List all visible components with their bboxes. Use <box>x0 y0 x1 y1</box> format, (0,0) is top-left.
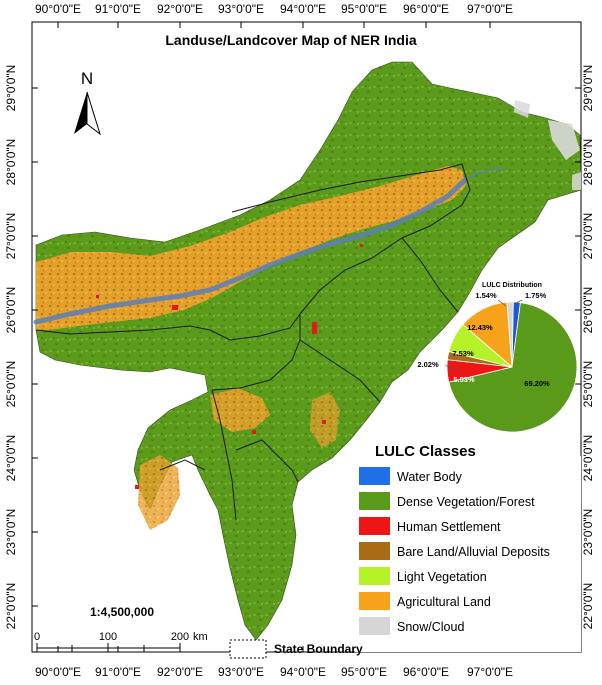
lat-label-right: 29°0'0"N <box>581 65 595 112</box>
lat-label-left: 29°0'0"N <box>4 65 18 112</box>
legend-item-label: Agricultural Land <box>397 595 491 609</box>
lat-label-left: 27°0'0"N <box>4 213 18 260</box>
scale-tick-100: 100 <box>99 631 117 643</box>
latitude-labels-left: 29°0'0"N 28°0'0"N 27°0'0"N 26°0'0"N 25°0'0"N… <box>4 65 38 630</box>
snow-patch <box>572 172 581 190</box>
pie-leader-line <box>497 299 507 307</box>
lon-label-bottom: 95°0'0"E <box>341 665 387 679</box>
lat-label-left: 23°0'0"N <box>4 509 18 556</box>
legend-swatch <box>359 592 390 610</box>
legend-item-label: Snow/Cloud <box>397 620 464 634</box>
lat-label-left: 26°0'0"N <box>4 287 18 334</box>
lat-label-right: 24°0'0"N <box>581 435 595 482</box>
pie-leader-line <box>513 299 523 305</box>
pie-slice <box>448 302 578 433</box>
lat-label-left: 24°0'0"N <box>4 435 18 482</box>
longitude-labels-bottom: 90°0'0"E 91°0'0"E 92°0'0"E 93°0'0"E 94°0'0"E… <box>35 646 513 679</box>
legend-swatch <box>359 617 390 635</box>
lat-label-right: 23°0'0"N <box>581 509 595 556</box>
legend-item-label: Bare Land/Alluvial Deposits <box>397 545 550 559</box>
lon-label-bottom: 93°0'0"E <box>218 665 264 679</box>
state-boundary-label: State Boundary <box>274 642 363 656</box>
legend-item-label: Human Settlement <box>397 520 501 534</box>
snow-patch <box>514 100 530 118</box>
lat-label-left: 28°0'0"N <box>4 139 18 186</box>
scale-ratio: 1:4,500,000 <box>90 605 154 619</box>
snow-patch <box>548 120 580 160</box>
brahmaputra-valley-agri <box>36 166 466 330</box>
legend-item-label: Light Vegetation <box>397 570 487 584</box>
map-title: Landuse/Landcover Map of NER India <box>165 32 416 48</box>
lat-label-left: 22°0'0"N <box>4 583 18 630</box>
lon-label-top: 91°0'0"E <box>95 2 141 16</box>
lon-label-top: 95°0'0"E <box>341 2 387 16</box>
settlement-dots <box>96 244 363 489</box>
lat-label-right: 22°0'0"N <box>581 583 595 630</box>
lon-label-top: 92°0'0"E <box>157 2 203 16</box>
lon-label-top: 94°0'0"E <box>280 2 326 16</box>
brahmaputra-river <box>33 177 468 325</box>
lat-label-left: 25°0'0"N <box>4 361 18 408</box>
north-arrow: N <box>74 69 101 136</box>
legend-swatch <box>359 467 390 485</box>
lon-label-bottom: 94°0'0"E <box>280 665 326 679</box>
pie-leader-line <box>444 364 459 373</box>
tripura-agri <box>138 455 180 530</box>
pie-slice-label: 5.53% <box>453 375 475 384</box>
scale-tick-200: 200 <box>171 631 189 643</box>
legend-swatch <box>359 542 390 560</box>
lat-label-right: 28°0'0"N <box>581 139 595 186</box>
legend-title: LULC Classes <box>375 443 476 460</box>
longitude-labels-top: 90°0'0"E 91°0'0"E 92°0'0"E 93°0'0"E 94°0'0"E… <box>35 2 513 28</box>
river-tributary <box>464 167 506 181</box>
pie-slice-label: 1.54% <box>475 291 497 300</box>
barak-valley-agri <box>210 388 270 432</box>
pie-slice-label: 12.43% <box>467 323 493 332</box>
lon-label-bottom: 91°0'0"E <box>95 665 141 679</box>
lon-label-top: 97°0'0"E <box>467 2 513 16</box>
legend-item-label: Water Body <box>397 470 463 484</box>
legend-box <box>355 456 581 652</box>
legend-swatch <box>359 567 390 585</box>
lon-label-bottom: 92°0'0"E <box>157 665 203 679</box>
pie-slice-label: 7.53% <box>452 349 474 358</box>
legend-items: Water Body Dense Vegetation/Forest Human S… <box>359 467 550 635</box>
lat-label-right: 27°0'0"N <box>581 213 595 260</box>
lulc-pie-chart: 1.75% 69.20% 5.53% 2.02% 7.53% 12.43% 1.54% <box>417 291 578 433</box>
lat-label-right: 25°0'0"N <box>581 361 595 408</box>
lon-label-bottom: 97°0'0"E <box>467 665 513 679</box>
lon-label-top: 90°0'0"E <box>35 2 81 16</box>
pie-slice-label: 69.20% <box>524 379 550 388</box>
legend-item-label: Dense Vegetation/Forest <box>397 495 535 509</box>
legend-swatch <box>359 492 390 510</box>
ner-landmass <box>35 61 581 641</box>
state-boundaries <box>35 163 471 521</box>
lon-label-bottom: 96°0'0"E <box>403 665 449 679</box>
lon-label-bottom: 90°0'0"E <box>35 665 81 679</box>
pie-slice <box>506 301 514 368</box>
lon-label-top: 93°0'0"E <box>218 2 264 16</box>
scale-bar <box>36 643 181 652</box>
lon-label-top: 96°0'0"E <box>403 2 449 16</box>
pie-slice-label: 2.02% <box>417 360 439 369</box>
lat-label-right: 26°0'0"N <box>581 287 595 334</box>
north-arrow-letter: N <box>81 69 93 88</box>
pie-title: LULC Distribution <box>482 282 542 289</box>
state-boundary-symbol <box>229 639 267 659</box>
legend-swatch <box>359 517 390 535</box>
pie-slice-label: 1.75% <box>525 291 547 300</box>
scale-tick-0: 0 <box>34 631 40 643</box>
scale-unit: km <box>193 631 208 643</box>
